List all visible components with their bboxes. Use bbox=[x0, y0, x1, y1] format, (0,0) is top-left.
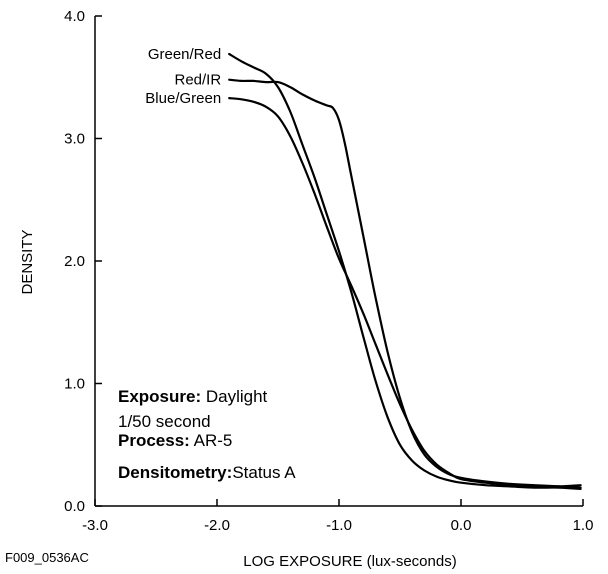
density-curves bbox=[228, 52, 582, 490]
y-axis-title: DENSITY bbox=[19, 229, 36, 294]
y-tick-label: 2.0 bbox=[64, 253, 85, 270]
series-label-red-ir: Red/IR bbox=[175, 72, 222, 89]
y-tick-label: 1.0 bbox=[64, 376, 85, 393]
note-line: Process: AR-5 bbox=[118, 431, 232, 450]
x-tick-label: 1.0 bbox=[573, 517, 594, 534]
note-key: Process: bbox=[118, 431, 190, 450]
curve-red-ir bbox=[228, 78, 582, 489]
x-axis-ticks: -3.0 -2.0 -1.0 0.0 1.0 bbox=[82, 499, 593, 534]
curve-blue-green bbox=[228, 97, 582, 488]
note-key: Densitometry: bbox=[118, 463, 232, 482]
note-line: Densitometry:Status A bbox=[118, 463, 296, 482]
figure-id: F009_0536AC bbox=[5, 550, 89, 565]
note-value: Daylight bbox=[201, 387, 267, 406]
x-axis-title: LOG EXPOSURE (lux-seconds) bbox=[243, 553, 456, 570]
note-value: AR-5 bbox=[190, 431, 233, 450]
note-value: Status A bbox=[232, 463, 296, 482]
y-tick-label: 4.0 bbox=[64, 8, 85, 25]
note-line: 1/50 second bbox=[118, 412, 211, 431]
series-label-green-red: Green/Red bbox=[148, 46, 221, 63]
x-tick-label: -2.0 bbox=[204, 517, 230, 534]
y-tick-label: 3.0 bbox=[64, 131, 85, 148]
x-tick-label: -3.0 bbox=[82, 517, 108, 534]
x-tick-label: 0.0 bbox=[451, 517, 472, 534]
note-line: Exposure: Daylight bbox=[118, 387, 268, 406]
x-tick-label: -1.0 bbox=[326, 517, 352, 534]
series-label-blue-green: Blue/Green bbox=[145, 90, 221, 107]
note-key: Exposure: bbox=[118, 387, 201, 406]
note-value: 1/50 second bbox=[118, 412, 211, 431]
curve-green-red bbox=[228, 52, 582, 490]
y-tick-label: 0.0 bbox=[64, 498, 85, 515]
y-axis-ticks: 0.0 1.0 2.0 3.0 4.0 bbox=[64, 8, 102, 515]
